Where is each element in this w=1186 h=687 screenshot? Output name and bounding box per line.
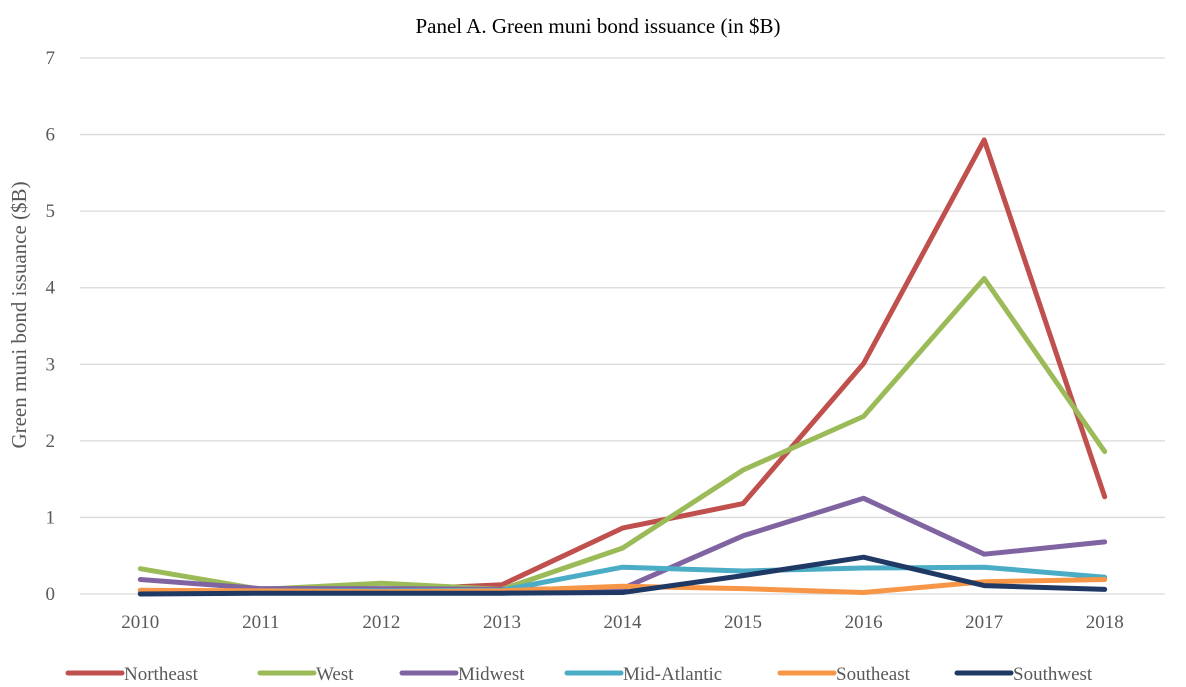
legend: Northeast West Midwest Mid-Atlantic Southeas… bbox=[65, 664, 1093, 685]
legend-label-west: West bbox=[316, 664, 354, 685]
legend-item-midwest: Midwest bbox=[399, 664, 525, 685]
x-tick-2017: 2017 bbox=[965, 612, 1003, 633]
y-tick-6: 6 bbox=[46, 125, 56, 146]
x-tick-2016: 2016 bbox=[845, 612, 883, 633]
legend-label-midwest: Midwest bbox=[458, 664, 525, 685]
y-axis-label: Green muni bond issuance ($B) bbox=[7, 181, 31, 448]
x-tick-2012: 2012 bbox=[362, 612, 400, 633]
y-tick-5: 5 bbox=[46, 201, 56, 222]
y-tick-7: 7 bbox=[46, 48, 56, 69]
y-tick-1: 1 bbox=[46, 507, 56, 528]
legend-label-southwest: Southwest bbox=[1013, 664, 1093, 685]
y-tick-0: 0 bbox=[46, 584, 56, 605]
chart-title: Panel A. Green muni bond issuance (in $B… bbox=[415, 14, 780, 38]
x-tick-2011: 2011 bbox=[242, 612, 279, 633]
y-tick-labels: 0 1 2 3 4 5 6 7 bbox=[46, 48, 56, 605]
y-tick-2: 2 bbox=[46, 431, 56, 452]
series-line-southwest bbox=[137, 554, 1108, 597]
series-line-northeast bbox=[137, 137, 1108, 595]
legend-item-west: West bbox=[257, 664, 354, 685]
y-tick-3: 3 bbox=[46, 354, 56, 375]
legend-label-southeast: Southeast bbox=[836, 664, 911, 685]
x-tick-2013: 2013 bbox=[483, 612, 521, 633]
gridlines bbox=[80, 57, 1165, 595]
legend-item-southeast: Southeast bbox=[777, 664, 911, 685]
y-tick-4: 4 bbox=[46, 278, 56, 299]
x-tick-2014: 2014 bbox=[604, 612, 643, 633]
legend-item-mid-atlantic: Mid-Atlantic bbox=[564, 664, 722, 685]
legend-label-mid-atlantic: Mid-Atlantic bbox=[623, 664, 722, 685]
legend-item-northeast: Northeast bbox=[65, 664, 199, 685]
series-line-midwest bbox=[137, 495, 1108, 592]
legend-label-northeast: Northeast bbox=[124, 664, 199, 685]
x-tick-labels: 2010 2011 2012 2013 2014 2015 2016 2017 2018 bbox=[121, 612, 1123, 633]
x-tick-2010: 2010 bbox=[121, 612, 159, 633]
x-tick-2018: 2018 bbox=[1086, 612, 1124, 633]
x-tick-2015: 2015 bbox=[724, 612, 762, 633]
series-lines bbox=[137, 137, 1108, 597]
legend-item-southwest: Southwest bbox=[954, 664, 1093, 685]
